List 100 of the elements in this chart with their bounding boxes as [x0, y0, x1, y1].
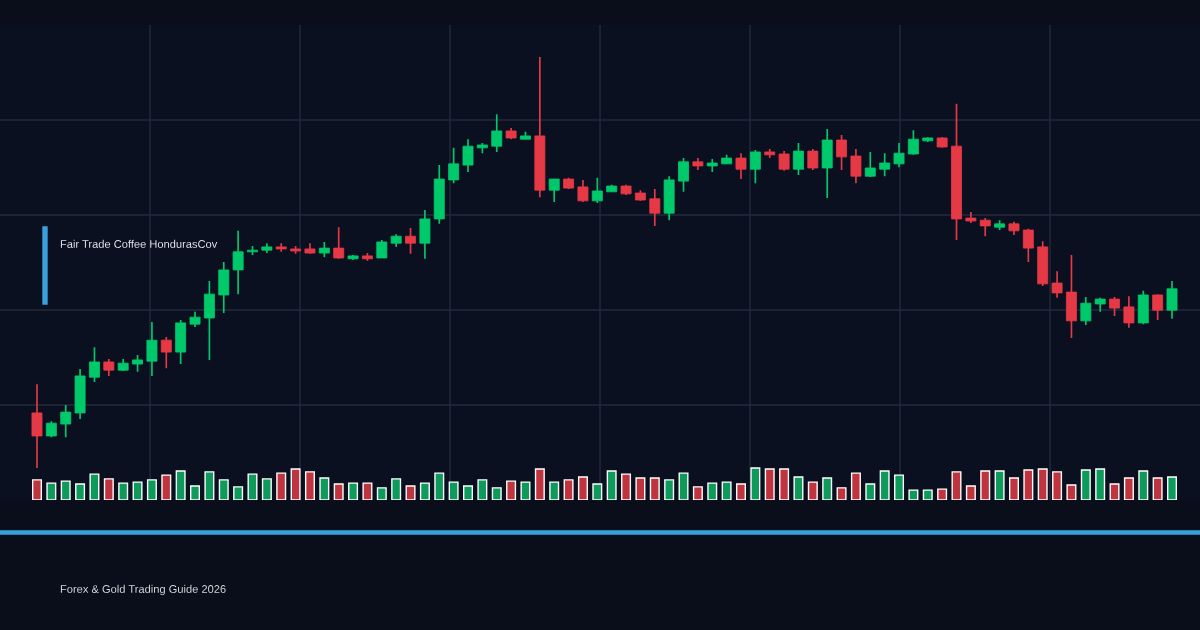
bar	[348, 482, 359, 500]
text: Fair Trade Coffee HondurasCov	[60, 239, 218, 248]
bar	[319, 477, 330, 500]
bar	[463, 485, 474, 500]
candlestick	[778, 150, 790, 172]
candlestick	[146, 321, 158, 377]
bar	[779, 468, 790, 500]
bar	[1023, 469, 1034, 500]
bar	[635, 477, 646, 500]
candlestick	[31, 383, 43, 468]
bar	[376, 487, 387, 500]
bar	[491, 487, 502, 500]
bar	[520, 481, 531, 500]
bar	[750, 467, 761, 500]
candlestick	[735, 152, 747, 180]
bar	[405, 485, 416, 500]
candlestick	[591, 176, 603, 204]
candlestick	[1051, 270, 1063, 299]
candlestick	[232, 230, 244, 295]
bar	[549, 481, 560, 500]
bar	[304, 471, 315, 500]
candlestick	[678, 157, 689, 193]
bar	[146, 479, 157, 500]
bar	[434, 472, 445, 500]
bar	[419, 482, 430, 500]
bar	[980, 470, 991, 500]
bar	[1138, 470, 1149, 500]
candlestick	[462, 138, 474, 173]
candlestick	[491, 113, 503, 153]
bar	[1109, 483, 1120, 500]
candlestick	[448, 146, 460, 185]
candlestick	[1109, 296, 1120, 317]
bar	[994, 470, 1005, 500]
bar	[1123, 477, 1134, 500]
bar	[707, 482, 718, 500]
bar	[175, 470, 186, 500]
bar	[649, 477, 660, 500]
bar	[1066, 484, 1077, 500]
bar	[218, 479, 229, 500]
bar	[908, 489, 919, 500]
candlestick	[89, 346, 100, 383]
candlestick	[879, 152, 891, 178]
bar	[31, 479, 42, 500]
candlestick	[850, 148, 862, 185]
bar	[951, 471, 962, 500]
bar	[46, 482, 57, 500]
candlestick	[60, 404, 72, 439]
bar	[678, 472, 689, 500]
candlestick	[864, 151, 876, 178]
candlestick	[893, 142, 905, 168]
bar	[118, 482, 129, 500]
bar	[89, 473, 100, 500]
bar	[1008, 477, 1019, 500]
candlestick	[577, 179, 589, 203]
candlestick	[1166, 280, 1178, 320]
bar	[362, 482, 373, 500]
bar	[592, 483, 603, 500]
bar	[692, 486, 703, 500]
bar	[793, 476, 804, 500]
bar	[1037, 468, 1048, 500]
candlestick	[649, 188, 661, 227]
candlestick	[1080, 296, 1092, 326]
bar	[865, 483, 876, 500]
bar	[290, 468, 301, 500]
bar	[1052, 471, 1063, 500]
bar	[276, 472, 287, 500]
bar	[721, 481, 732, 500]
bar	[1167, 476, 1178, 500]
bar	[103, 478, 114, 500]
bar	[937, 488, 948, 500]
candlestick	[807, 148, 819, 171]
candlestick	[1152, 293, 1164, 321]
candlestick	[333, 226, 345, 260]
bar	[448, 481, 459, 500]
candlestick	[548, 178, 560, 203]
candlestick	[749, 149, 761, 185]
bar	[563, 479, 574, 500]
bar	[132, 481, 143, 500]
bar	[1152, 477, 1163, 500]
candlestick	[405, 227, 416, 255]
bar	[60, 480, 71, 500]
bar	[261, 478, 272, 500]
bar	[621, 473, 632, 500]
bar	[965, 485, 976, 500]
bar	[161, 474, 172, 500]
candlestick	[907, 129, 919, 156]
candlestick	[376, 239, 388, 259]
bar	[477, 479, 488, 500]
bar	[807, 481, 818, 500]
candlestick	[203, 280, 215, 361]
bar	[1080, 469, 1091, 500]
bar	[333, 483, 344, 500]
bar	[247, 473, 258, 500]
bar	[233, 486, 244, 500]
bar	[894, 474, 905, 500]
bar	[850, 472, 861, 500]
bar	[204, 471, 215, 500]
bar	[764, 468, 775, 500]
candlestick	[836, 134, 848, 171]
bar	[822, 477, 833, 500]
